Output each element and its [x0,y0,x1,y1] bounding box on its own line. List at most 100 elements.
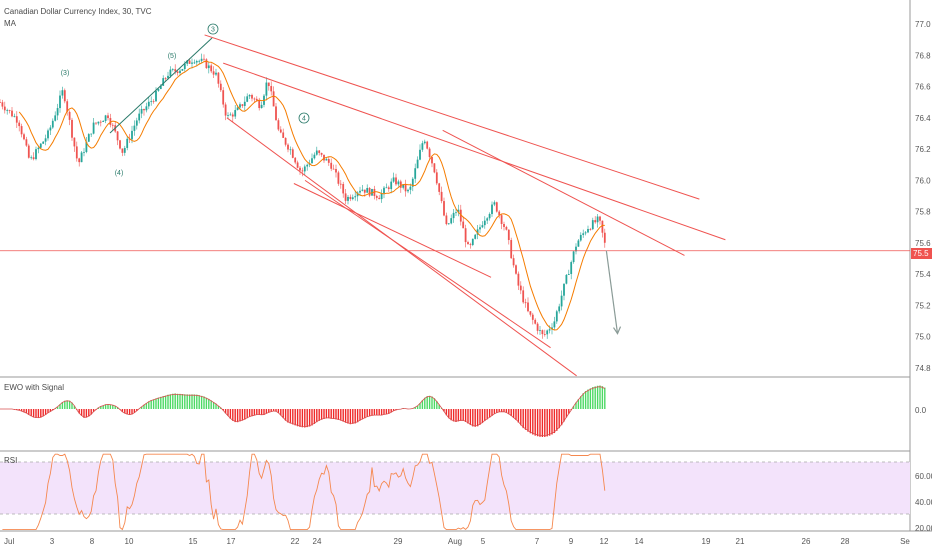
candle-body [119,140,121,149]
ewo-bar [344,409,347,423]
ewo-bar [157,397,160,409]
candle-body [258,100,261,109]
y-tick: 76.4 [915,114,931,123]
ewo-bar [114,405,116,409]
candle-body [469,244,472,246]
candle-body [323,154,325,161]
ewo-bar [481,409,484,424]
ewo-bar [59,404,61,409]
x-axis[interactable]: Jul 3 8 10 15 17 22 24 29 Aug 5 7 9 12 14 19 21 26 28 Se [4,537,910,546]
candle-body [210,65,213,72]
ewo-bar [510,409,512,416]
x-tick: 28 [841,537,850,546]
candle-body [515,265,517,274]
candle-body [421,143,424,150]
candle-body [51,120,54,128]
y-tick: 75.0 [915,333,931,342]
projection-arrow[interactable] [605,250,622,335]
ewo-bar [560,409,563,426]
ewo-bar [100,406,102,409]
candle-body [599,216,601,221]
trendlines[interactable] [109,34,726,377]
ewo-bar [532,409,534,435]
candle-body [18,122,21,127]
ewo-bar [385,409,388,415]
trendline[interactable] [442,129,685,256]
candle-body [464,228,467,243]
ewo-bar [20,409,23,412]
ewo-bar [445,409,448,416]
ewo-bar [234,409,236,423]
ewo-bar [558,409,560,429]
candle-body [47,130,49,139]
ewo-bar [268,409,270,413]
ewo-bar [392,409,395,411]
ewo-bar [140,406,143,409]
ewo-bar [493,409,496,415]
candle-body [145,106,148,111]
trendline[interactable] [204,34,700,200]
candle-body [15,116,18,123]
ewo-bar [152,399,155,409]
candle-body [20,126,23,135]
candle-body [75,146,78,159]
candle-body [1,102,4,107]
candle-body [85,141,88,152]
ewo-bar [143,404,145,409]
candle-body [474,234,477,239]
ewo-bar [210,400,212,409]
ewo-bar [352,409,354,424]
candle-body [483,220,486,226]
ewo-bar [246,409,248,419]
candle-body [303,166,306,172]
ewo-bar [503,409,505,412]
ewo-bar [212,402,215,409]
x-tick: 8 [90,537,95,546]
candle-body [572,251,575,263]
candle-body [414,168,417,179]
candle-body [493,202,496,205]
candle-body [179,70,181,73]
candle-body [272,91,275,107]
candle-body [527,302,529,312]
ewo-bar [282,409,284,419]
x-tick: 15 [189,537,198,546]
candle-body [277,120,280,130]
candle-body [524,302,527,304]
candle-body [450,218,453,224]
x-tick: 10 [125,537,134,546]
ewo-bar [395,409,397,411]
ewo-bar [68,400,71,409]
y-tick: 75.4 [915,270,931,279]
ewo-bar [61,402,64,409]
rsi-axis-tick-60: 60.00 [915,472,932,481]
y-tick: 75.2 [915,301,931,310]
ewo-bar [337,409,340,420]
ewo-bar [539,409,541,437]
ewo-bar [349,409,352,425]
candle-body [236,107,239,111]
trendline[interactable] [293,183,492,278]
candle-body [445,215,448,225]
candle-body [423,141,426,144]
ewo-bar [580,396,582,409]
candle-body [579,234,582,241]
candle-body [59,95,61,109]
ewo-bar [414,407,416,409]
ewo-bar [64,400,66,409]
ewo-bar [457,409,460,422]
ewo-bar [71,402,73,409]
trendline[interactable] [223,62,726,241]
candle-body [150,101,153,102]
candle-body [275,106,277,121]
ma-label: MA [4,19,17,28]
y-axis[interactable]: 77.0 76.8 76.6 76.4 76.2 76.0 75.8 75.6 75.4 75.2… [915,20,931,373]
candle-body [243,101,246,106]
ewo-bar [227,409,229,417]
candle-body [363,189,366,193]
candle-body [171,69,174,70]
candle-body [582,233,585,235]
candle-body [301,170,304,172]
ewo-bar [373,409,376,416]
